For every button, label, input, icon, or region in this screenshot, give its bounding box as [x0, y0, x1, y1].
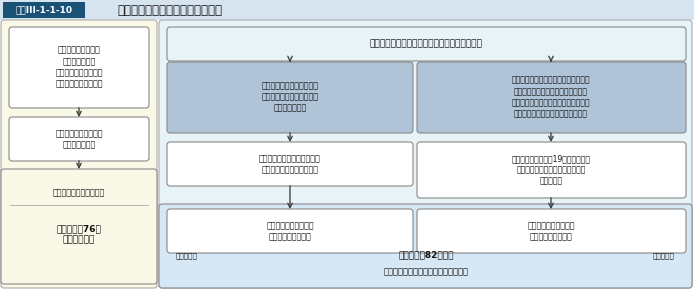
Text: 防衛大臣の命令に従い
自衛隊の部隊が対処: 防衛大臣の命令に従い 自衛隊の部隊が対処: [266, 221, 314, 241]
Text: （弾道ミサイル等に対する破壊措置）: （弾道ミサイル等に対する破壊措置）: [384, 267, 468, 276]
Text: （第３項）: （第３項）: [653, 253, 675, 259]
FancyBboxPatch shape: [159, 20, 692, 288]
FancyBboxPatch shape: [167, 62, 413, 133]
Text: 内閣総理大臣の承認を得て、
防衛大臣が破壊措置を命令: 内閣総理大臣の承認を得て、 防衛大臣が破壊措置を命令: [259, 154, 321, 174]
Text: 自衛隊法第76条
（防衛出動）: 自衛隊法第76条 （防衛出動）: [57, 224, 101, 244]
Text: （第１項）: （第１項）: [176, 253, 198, 259]
FancyBboxPatch shape: [417, 142, 686, 198]
Text: 武力攻撃にあたると
認められる場合
（攻撃の意図の明示、
ミサイル発射の切迫）: 武力攻撃にあたると 認められる場合 （攻撃の意図の明示、 ミサイル発射の切迫）: [56, 46, 103, 88]
FancyBboxPatch shape: [1, 169, 157, 284]
Bar: [0, 0, 694, 20]
Text: 防衛大臣の命令に従い
自衛隊の部隊が対処: 防衛大臣の命令に従い 自衛隊の部隊が対処: [527, 221, 575, 241]
FancyBboxPatch shape: [159, 204, 692, 288]
Text: 図表III-1-1-10: 図表III-1-1-10: [15, 6, 72, 15]
FancyBboxPatch shape: [167, 142, 413, 186]
FancyBboxPatch shape: [9, 117, 149, 161]
Text: 弾道ミサイルなどへの対処の流れ: 弾道ミサイルなどへの対処の流れ: [117, 3, 223, 17]
Text: 弾道ミサイルなどがわが国に飛来する
おそれがあるとまでは認められない
ものの、事態が急変し内閣総理大臣の
承認を得るいとまがない緊急の場合: 弾道ミサイルなどがわが国に飛来する おそれがあるとまでは認められない ものの、事…: [511, 76, 591, 118]
Text: 弾道ミサイルなどがわが国
に飛来するおそれがあると
認められる場合: 弾道ミサイルなどがわが国 に飛来するおそれがあると 認められる場合: [262, 81, 319, 113]
FancyBboxPatch shape: [167, 209, 413, 253]
Text: 武力攻撃事態を認定し
防衛出動を下令: 武力攻撃事態を認定し 防衛出動を下令: [56, 129, 103, 149]
FancyBboxPatch shape: [417, 209, 686, 253]
Text: 武力攻撃にあたると認めることができない場合: 武力攻撃にあたると認めることができない場合: [370, 40, 482, 49]
Text: 緊急対処要領（平成19年閣議決定）
に従いあらかじめ防衛大臣が破壊
措置を命令: 緊急対処要領（平成19年閣議決定） に従いあらかじめ防衛大臣が破壊 措置を命令: [511, 155, 591, 186]
FancyBboxPatch shape: [417, 62, 686, 133]
Bar: [3, 2, 85, 18]
FancyBboxPatch shape: [167, 27, 686, 61]
FancyBboxPatch shape: [9, 27, 149, 108]
FancyBboxPatch shape: [1, 20, 157, 288]
Text: 自衛隊法第82条の３: 自衛隊法第82条の３: [398, 251, 454, 260]
Text: 防衛出動の枠組みで対処: 防衛出動の枠組みで対処: [53, 189, 105, 198]
